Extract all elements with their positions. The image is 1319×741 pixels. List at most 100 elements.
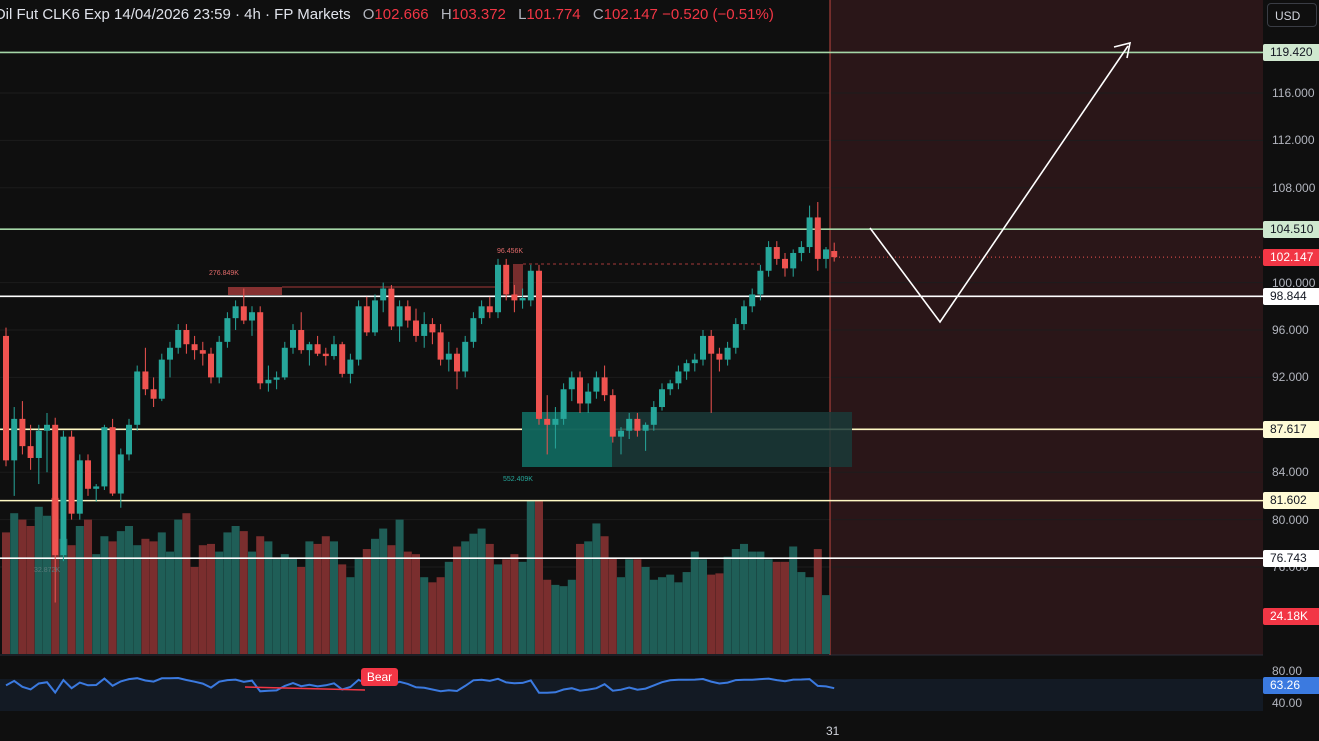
candle	[757, 264, 764, 301]
volume-bar	[354, 558, 363, 654]
candle-body	[560, 389, 567, 419]
volume-bar	[748, 551, 757, 654]
volume-bar	[576, 543, 584, 654]
volume-bar	[379, 528, 388, 654]
candle-body	[527, 270, 534, 301]
volume-bar	[822, 595, 830, 654]
currency-selector[interactable]: USD	[1267, 3, 1317, 27]
candle	[27, 424, 34, 470]
volume-bar	[658, 577, 666, 654]
candle-body	[101, 427, 108, 487]
volume-bar	[297, 566, 306, 654]
candle	[3, 327, 9, 467]
volume-bar	[395, 519, 404, 654]
candle	[544, 395, 551, 455]
candle-body	[470, 318, 477, 342]
candle-body	[683, 363, 690, 372]
volume-bar	[346, 577, 355, 654]
candle	[511, 284, 518, 313]
volume-bar	[75, 526, 84, 654]
current-price-label: 102.147	[1263, 248, 1319, 266]
volume-bar	[789, 546, 798, 654]
volume-bar	[412, 554, 420, 654]
candle-body	[240, 306, 247, 321]
zones	[228, 263, 852, 467]
candle-body	[716, 353, 723, 360]
volume-bar	[567, 579, 576, 654]
volume-bar	[526, 500, 535, 654]
level-price-label: 76.743	[1263, 549, 1319, 567]
volume-bar	[535, 500, 543, 654]
candle	[298, 312, 305, 354]
volume-bar	[362, 549, 371, 654]
candle	[183, 324, 190, 354]
volume-bar	[190, 566, 199, 654]
candle-body	[568, 377, 575, 390]
volume-bar	[34, 506, 43, 654]
candle-body	[60, 436, 67, 556]
candle	[470, 312, 477, 348]
bear-divergence-label: Bear	[361, 668, 398, 686]
candle	[782, 252, 788, 277]
volume-bar	[518, 561, 527, 654]
time-tick: 31	[826, 724, 840, 738]
rsi-tick: 80.00	[1272, 664, 1303, 678]
volume-bar	[682, 572, 691, 654]
projection-arrowhead	[1113, 41, 1132, 59]
candle-body	[85, 460, 91, 489]
candle	[642, 422, 649, 451]
candle-body	[199, 350, 206, 354]
candle	[126, 418, 132, 461]
volume-bar	[781, 561, 789, 654]
candle	[347, 353, 354, 384]
candle-body	[44, 424, 50, 431]
candle	[85, 454, 91, 496]
price-tick: 108.000	[1272, 180, 1316, 195]
candle-body	[3, 335, 9, 461]
candle	[257, 306, 264, 390]
candle-body	[281, 347, 288, 378]
volume-bar	[403, 551, 412, 654]
candle-body	[478, 306, 485, 319]
projection-line	[869, 45, 1129, 324]
price-tick: 100.000	[1272, 275, 1316, 290]
candle-body	[675, 371, 682, 384]
candle-body	[634, 418, 641, 431]
candle-body	[355, 306, 362, 360]
candle-body	[142, 371, 149, 390]
candle-body	[577, 377, 583, 404]
volume-bar	[239, 531, 248, 654]
candle-body	[437, 332, 444, 360]
volume-value-label: 24.18K	[1263, 607, 1319, 625]
volume-bar	[108, 541, 117, 654]
candle	[650, 401, 657, 431]
candle	[626, 412, 633, 440]
volume-annotation: 552.409K	[503, 476, 533, 483]
candle-body	[757, 270, 764, 295]
candle	[76, 454, 83, 520]
candle-body	[544, 418, 551, 425]
volume-bar	[502, 559, 511, 654]
candle	[93, 484, 100, 502]
candle	[388, 284, 395, 330]
candle	[281, 341, 288, 380]
candle	[134, 365, 141, 431]
candle	[429, 318, 436, 345]
candle	[536, 264, 542, 425]
candle	[421, 312, 428, 348]
price-tick: 80.000	[1272, 512, 1309, 527]
candle	[568, 371, 575, 402]
volume-bar	[461, 541, 470, 654]
candle-body	[27, 446, 34, 458]
candle	[117, 448, 124, 508]
volume-bar	[248, 551, 256, 654]
candle	[273, 371, 280, 390]
volume-bar	[182, 513, 191, 654]
volume-bar	[198, 545, 207, 654]
volume-bar	[264, 541, 273, 654]
price-tick: 96.000	[1272, 323, 1309, 337]
candle	[560, 383, 567, 425]
level-price-label: 81.602	[1263, 492, 1319, 510]
candle	[823, 247, 829, 269]
